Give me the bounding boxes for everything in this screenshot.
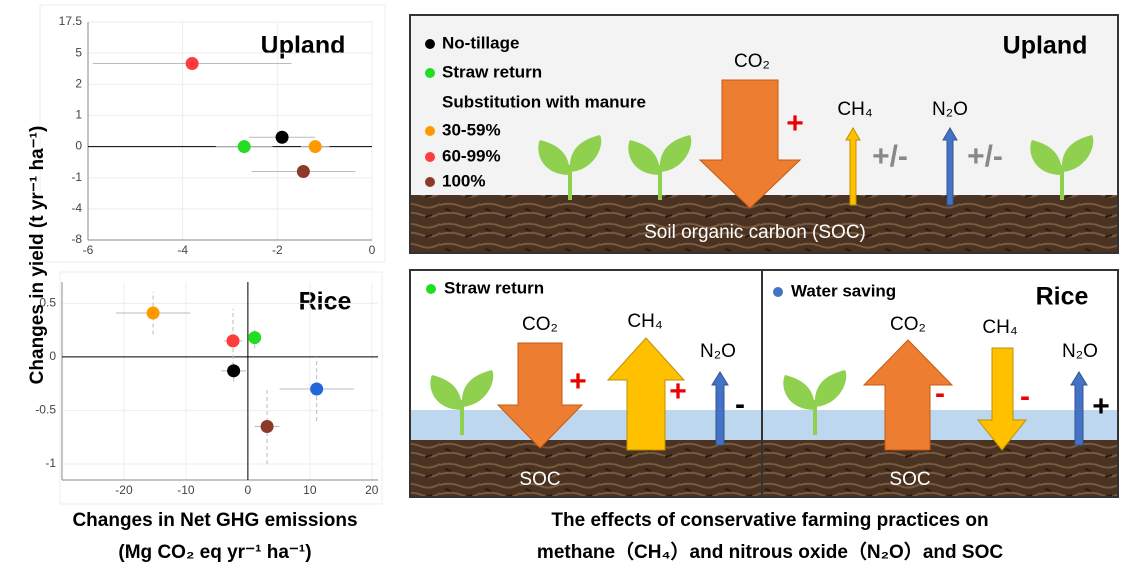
gas-label: CH₄ bbox=[627, 311, 662, 332]
sign: + bbox=[1092, 390, 1110, 423]
y-tick-label: -1 bbox=[71, 170, 82, 184]
soil bbox=[411, 440, 1117, 496]
gas-label: CO₂ bbox=[734, 51, 770, 72]
plot-title: Rice bbox=[299, 288, 352, 316]
point bbox=[260, 419, 274, 433]
point bbox=[226, 334, 240, 348]
arrow bbox=[976, 347, 1028, 451]
x-tick-label: -4 bbox=[177, 243, 188, 257]
point bbox=[185, 57, 199, 71]
gas-label: N₂O bbox=[700, 341, 736, 362]
gas-label: CH₄ bbox=[982, 317, 1017, 338]
arrow bbox=[606, 337, 686, 451]
y-tick-label: 17.5 bbox=[59, 14, 83, 28]
x-tick-label: 0 bbox=[245, 483, 252, 497]
caption: The effects of conservative farming prac… bbox=[551, 510, 988, 531]
y-tick-label: -8 bbox=[71, 232, 82, 246]
y-tick-label: -0.5 bbox=[35, 403, 56, 417]
plot-box bbox=[59, 271, 383, 505]
arrow bbox=[845, 127, 861, 206]
gas-label: CH₄ bbox=[837, 99, 872, 120]
arrow bbox=[1070, 371, 1088, 446]
sign: +/- bbox=[872, 140, 908, 173]
legend-text: Straw return bbox=[444, 278, 544, 297]
plot-title: Upland bbox=[261, 32, 346, 60]
legend-text: No-tillage bbox=[442, 33, 519, 52]
legend-dot bbox=[425, 68, 435, 78]
soil-label: SOC bbox=[519, 469, 560, 490]
sign: +/- bbox=[967, 140, 1003, 173]
plots: Upland Rice bbox=[39, 4, 386, 505]
legend-dot bbox=[425, 152, 435, 162]
y-tick-label: -4 bbox=[71, 201, 82, 215]
legend-text: Water saving bbox=[791, 281, 896, 300]
sign: + bbox=[669, 375, 687, 408]
upland-diagram: No-tillage Straw return Substitution wit… bbox=[409, 14, 1119, 254]
legend-dot bbox=[425, 126, 435, 136]
legend-dot bbox=[773, 287, 783, 297]
soil-label: Soil organic carbon (SOC) bbox=[644, 222, 866, 243]
y-tick-label: 0 bbox=[49, 349, 56, 363]
x-tick-label: -20 bbox=[115, 483, 133, 497]
legend-text: Substitution with manure bbox=[442, 92, 646, 111]
point bbox=[227, 364, 241, 378]
legend-dot bbox=[425, 39, 435, 49]
legend-dot bbox=[426, 284, 436, 294]
sign: + bbox=[569, 365, 587, 398]
arrow bbox=[942, 127, 958, 206]
x-axis-label: (Mg CO₂ eq yr⁻¹ ha⁻¹) bbox=[118, 542, 311, 563]
gas-label: N₂O bbox=[1062, 341, 1098, 362]
point bbox=[248, 331, 262, 345]
y-tick-label: 2 bbox=[75, 76, 82, 90]
x-tick-label: 20 bbox=[365, 483, 379, 497]
legend-dot bbox=[425, 177, 435, 187]
point bbox=[308, 140, 322, 154]
soil-label: SOC bbox=[889, 469, 930, 490]
sign: - bbox=[735, 388, 745, 421]
arrow bbox=[698, 79, 802, 209]
rice-diagram: Straw return Water saving Rice CO₂ + CH₄… bbox=[409, 269, 1119, 498]
point bbox=[146, 306, 160, 320]
x-tick-label: -2 bbox=[272, 243, 283, 257]
y-tick-label: 1 bbox=[75, 108, 82, 122]
plot-box bbox=[39, 4, 386, 263]
y-tick-label: 5 bbox=[75, 45, 82, 59]
gas-label: CO₂ bbox=[890, 314, 926, 335]
x-tick-label: -10 bbox=[177, 483, 195, 497]
caption: methane（CH₄）and nitrous oxide（N₂O）and SO… bbox=[537, 540, 1003, 563]
legend-text: 30-59% bbox=[442, 120, 501, 139]
panel-title: Rice bbox=[1036, 283, 1089, 311]
sign: + bbox=[786, 107, 804, 140]
x-tick-label: -6 bbox=[83, 243, 94, 257]
point bbox=[237, 140, 251, 154]
legend-text: 60-99% bbox=[442, 146, 501, 165]
point bbox=[296, 164, 310, 178]
sign: - bbox=[1020, 380, 1030, 413]
x-tick-label: 10 bbox=[303, 483, 317, 497]
y-tick-label: 0.5 bbox=[39, 296, 56, 310]
point bbox=[310, 382, 324, 396]
legend-text: Straw return bbox=[442, 62, 542, 81]
x-axis-label: Changes in Net GHG emissions bbox=[72, 510, 357, 531]
y-axis-label: Changes in yield (t yr⁻¹ ha⁻¹) bbox=[27, 126, 48, 385]
sign: - bbox=[935, 377, 945, 410]
panel-title: Upland bbox=[1003, 32, 1088, 60]
legend-text: 100% bbox=[442, 171, 485, 190]
arrow bbox=[862, 339, 954, 451]
soil bbox=[411, 195, 1117, 252]
y-tick-label: 0 bbox=[75, 139, 82, 153]
arrow bbox=[496, 342, 584, 449]
point bbox=[275, 130, 289, 144]
gas-label: CO₂ bbox=[522, 314, 558, 335]
arrow bbox=[711, 371, 729, 446]
gas-label: N₂O bbox=[932, 99, 968, 120]
x-tick-label: 0 bbox=[369, 243, 376, 257]
y-tick-label: -1 bbox=[45, 456, 56, 470]
